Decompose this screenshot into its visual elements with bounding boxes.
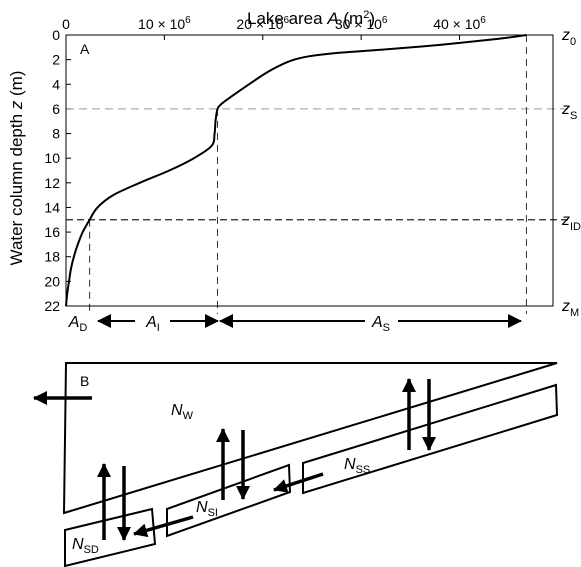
pool-deep-sediment-label: NSD [72, 536, 99, 556]
y-tick-label: 0 [52, 27, 60, 43]
pool-shallow-sediment-label: NSS [344, 456, 370, 476]
shallow-to-intermediate-arrow [273, 472, 324, 493]
panel-b-label: B [80, 373, 89, 389]
y-tick-label: 18 [44, 249, 60, 265]
y-tick-label: 8 [52, 126, 60, 142]
depth-label: zS [561, 101, 577, 122]
hypsographic-curve [65, 34, 527, 307]
y-tick-label: 6 [52, 101, 60, 117]
area-label-shallow: AS [371, 314, 390, 334]
x-tick-label: 0 [62, 16, 70, 32]
y-axis-title: Water column depth z (m) [7, 71, 26, 266]
shallow-sediment-box [302, 383, 559, 495]
depth-reference-lines [66, 108, 572, 221]
x-axis-title: Lake area A (m2) [247, 9, 375, 28]
panel-a: Lake area A (m2) 0 10 × 106 20 × 106 30 × 1… [7, 9, 581, 334]
panel-b: B NW NSS NSI NSD [33, 362, 559, 567]
x-tick-label: 30 × 106 [335, 15, 388, 32]
depth-label: zID [561, 212, 581, 233]
x-axis-ticks: 0 10 × 106 20 × 106 30 × 106 40 × 106 [62, 15, 486, 40]
y-tick-label: 12 [44, 175, 60, 191]
y-tick-label: 20 [44, 273, 60, 289]
y-tick-label: 16 [44, 224, 60, 240]
intermediate-sediment-box [166, 463, 292, 538]
water-pool-box [62, 362, 558, 515]
depth-label: zM [561, 298, 579, 319]
area-label-deep: AD [68, 314, 88, 334]
pool-water-label: NW [171, 402, 194, 422]
y-axis-ticks: 0 2 4 6 8 10 12 14 16 18 20 22 [44, 27, 71, 314]
plot-frame [65, 34, 554, 307]
depth-labels: z0 zS zID zM [561, 27, 581, 319]
area-marker-lines [89, 35, 527, 314]
y-tick-label: 22 [44, 298, 60, 314]
y-tick-label: 2 [52, 52, 60, 68]
y-tick-label: 4 [52, 76, 60, 92]
x-tick-label: 40 × 106 [433, 15, 486, 32]
panel-a-label: A [80, 41, 90, 57]
y-tick-label: 14 [44, 199, 60, 215]
pool-intermediate-sediment-label: NSI [196, 499, 218, 519]
area-label-intermediate: AI [145, 314, 160, 334]
depth-label: z0 [561, 27, 576, 48]
y-tick-label: 10 [44, 150, 60, 166]
intermediate-to-deep-arrow [133, 515, 194, 538]
area-partition-arrows: AD AI AS [68, 314, 522, 334]
x-tick-label: 20 × 106 [236, 15, 289, 32]
x-tick-label: 10 × 106 [138, 15, 191, 32]
